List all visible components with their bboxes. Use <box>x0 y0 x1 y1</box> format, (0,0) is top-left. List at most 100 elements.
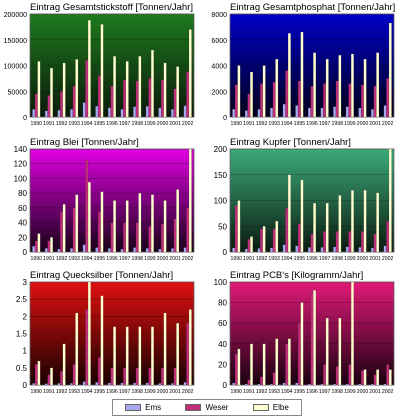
y-tick-label: 80 <box>218 299 227 308</box>
x-tick-label: 1991 <box>243 256 255 262</box>
chart-title: Eintrag Gesamtstickstoff [Tonnen/Jahr] <box>30 2 193 13</box>
bar-weser <box>297 223 301 253</box>
bar-ems <box>57 248 61 253</box>
bar-elbe <box>237 200 241 253</box>
x-tick-label: 1991 <box>43 389 55 395</box>
x-tick-label: 2002 <box>382 389 394 395</box>
x-tick-label: 2001 <box>169 389 181 395</box>
bar-weser <box>234 84 238 118</box>
x-tick-label: 1996 <box>306 389 318 395</box>
bar-ems <box>320 107 324 118</box>
bar-weser <box>97 357 101 386</box>
bar-weser <box>272 228 276 253</box>
x-tick-label: 1993 <box>68 121 80 127</box>
bar-ems <box>133 382 137 386</box>
bar-ems <box>57 110 61 118</box>
bar-weser <box>135 367 139 386</box>
bar-elbe <box>275 338 279 386</box>
y-tick-label: 100000 <box>4 64 27 71</box>
bar-ems <box>107 382 111 386</box>
y-tick-label: 60 <box>18 204 27 213</box>
bar-ems <box>345 246 349 253</box>
chart-panel-4: Eintrag Kupfer [Tonnen/Jahr] 0 50 100 150 200… <box>200 137 397 262</box>
bar-ems <box>383 105 387 118</box>
bar-weser <box>135 80 139 118</box>
legend-swatch-ems <box>125 404 142 411</box>
x-tick-label: 1998 <box>131 121 143 127</box>
bar-ems <box>32 245 36 253</box>
bar-weser <box>47 374 51 386</box>
bar-weser <box>161 223 164 253</box>
x-tick-label: 1998 <box>131 389 143 395</box>
bar-weser <box>285 208 289 253</box>
bar-ems <box>358 383 362 386</box>
bar-ems <box>345 383 349 386</box>
bar-ems <box>282 382 286 386</box>
x-tick-label: 1999 <box>344 389 356 395</box>
bar-elbe <box>188 309 192 386</box>
x-tick-label: 1993 <box>68 256 80 262</box>
x-tick-label: 2002 <box>382 121 394 127</box>
bar-weser <box>47 95 51 118</box>
bar-ems <box>70 248 74 253</box>
x-tick-label: 1994 <box>81 389 93 395</box>
bar-weser <box>260 376 263 386</box>
bar-ems <box>70 109 74 118</box>
bar-weser <box>72 85 76 118</box>
bar-elbe <box>113 56 117 118</box>
bar-ems <box>82 244 86 253</box>
bar-elbe <box>313 202 317 253</box>
bar-weser <box>335 231 339 253</box>
x-tick-label: 2001 <box>169 121 181 127</box>
bar-elbe <box>313 52 317 118</box>
bar-ems <box>158 383 162 386</box>
x-tick-label: 2001 <box>169 256 181 262</box>
bar-weser <box>348 364 352 386</box>
bar-ems <box>358 247 362 253</box>
bar-elbe <box>37 360 41 386</box>
x-tick-label: 1991 <box>43 256 55 262</box>
bar-elbe <box>50 67 53 118</box>
y-tick-label: 0 <box>223 115 227 122</box>
chart-panel-1: Eintrag Gesamtstickstoff [Tonnen/Jahr] 0 5… <box>0 2 197 127</box>
bar-ems <box>107 248 111 253</box>
bar-elbe <box>62 62 66 118</box>
bar-elbe <box>188 148 192 253</box>
x-tick-label: 2002 <box>382 256 394 262</box>
legend-item-ems: Ems <box>125 403 161 412</box>
x-tick-label: 1995 <box>94 389 106 395</box>
bar-ems <box>244 383 248 386</box>
x-tick-label: 2002 <box>182 121 194 127</box>
bar-weser <box>297 323 301 386</box>
bar-ems <box>44 383 48 386</box>
x-tick-label: 1995 <box>294 256 306 262</box>
bar-weser <box>348 231 352 253</box>
x-tick-label: 2000 <box>157 389 169 395</box>
bar-ems <box>82 381 86 386</box>
x-tick-label: 1990 <box>231 389 243 395</box>
x-tick-label: 1993 <box>268 121 280 127</box>
bar-ems <box>183 247 187 253</box>
x-tick-label: 1998 <box>331 389 343 395</box>
x-tick-label: 1995 <box>294 121 306 127</box>
x-tick-label: 2001 <box>369 256 381 262</box>
bar-weser <box>323 364 327 386</box>
bar-elbe <box>188 29 192 118</box>
bar-weser <box>85 309 89 386</box>
legend-label-weser: Weser <box>205 403 229 412</box>
bar-weser <box>386 78 390 118</box>
x-tick-label: 1997 <box>119 389 131 395</box>
bar-elbe <box>325 58 329 118</box>
bar-weser <box>148 78 152 118</box>
bar-ems <box>295 382 299 386</box>
x-tick-label: 1995 <box>294 389 306 395</box>
bar-ems <box>120 109 124 118</box>
bar-weser <box>72 207 76 253</box>
bar-elbe <box>138 56 142 118</box>
bar-elbe <box>75 312 79 386</box>
bar-elbe <box>237 348 241 386</box>
bar-ems <box>257 248 261 253</box>
y-tick-label: 6000 <box>211 38 227 45</box>
bar-elbe <box>176 189 180 253</box>
